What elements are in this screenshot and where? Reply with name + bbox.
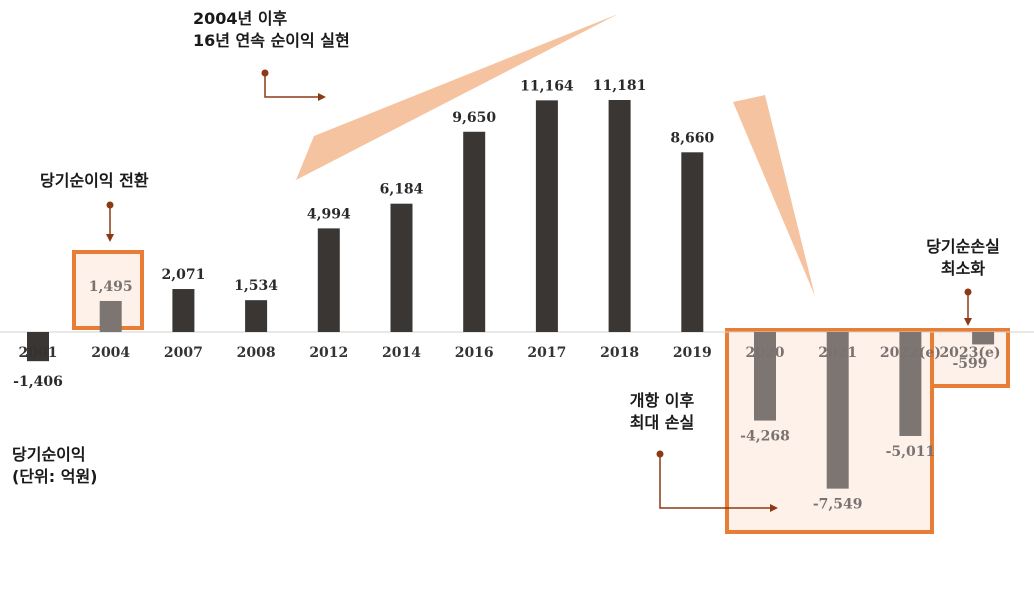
bar-2017 xyxy=(535,100,558,332)
arrow-max-loss-dot xyxy=(656,450,664,458)
x-tick-2016: 2016 xyxy=(455,345,494,361)
bar-2023(e) xyxy=(972,332,995,345)
x-tick-2004: 2004 xyxy=(91,345,130,361)
bar-2007 xyxy=(172,289,195,332)
x-tick-2001: 2001 xyxy=(19,345,58,361)
x-tick-2014: 2014 xyxy=(382,345,421,361)
x-tick-2017: 2017 xyxy=(527,345,566,361)
value-label-2008: 1,534 xyxy=(234,278,278,294)
x-tick-2020: 2020 xyxy=(746,345,785,361)
value-label-2022(e): -5,011 xyxy=(886,444,936,460)
y-axis-label: 당기순이익 (단위: 억원) xyxy=(12,445,98,486)
highlight-box-2023 xyxy=(930,328,1010,388)
x-tick-2023(e): 2023(e) xyxy=(939,345,1000,361)
bar-2016 xyxy=(463,131,486,332)
bar-2019 xyxy=(681,152,704,332)
bar-2012 xyxy=(317,228,340,332)
annotation-max-loss: 개항 이후 최대 손실 xyxy=(629,391,695,432)
arrow-turnaround-dot xyxy=(106,201,114,209)
x-tick-2022(e): 2022(e) xyxy=(880,345,941,361)
annotation-turnaround: 당기순이익 전환 xyxy=(40,171,149,190)
arrow-max-loss xyxy=(659,454,770,509)
arrow-max-loss-head xyxy=(770,504,778,512)
bar-2014 xyxy=(390,203,413,332)
arrow-turnaround-head xyxy=(106,234,114,242)
value-label-2021: -7,549 xyxy=(813,497,863,513)
bar-2018 xyxy=(608,100,631,332)
x-tick-2008: 2008 xyxy=(237,345,276,361)
value-label-2019: 8,660 xyxy=(670,130,714,146)
value-label-2004: 1,495 xyxy=(89,279,133,295)
x-tick-2021: 2021 xyxy=(818,345,857,361)
value-label-2007: 2,071 xyxy=(161,267,205,283)
x-tick-2012: 2012 xyxy=(309,345,348,361)
arrow-min-loss-head xyxy=(964,318,972,326)
annotation-min-loss: 당기순손실 최소화 xyxy=(926,237,1000,278)
bar-2008 xyxy=(245,300,268,332)
x-tick-2019: 2019 xyxy=(673,345,712,361)
value-label-2001: -1,406 xyxy=(13,374,63,390)
value-label-2012: 4,994 xyxy=(307,206,351,222)
bar-2004 xyxy=(99,300,122,332)
bar-2001 xyxy=(27,332,49,362)
arrow-min-loss-dot xyxy=(964,288,972,296)
arrow-since-2004 xyxy=(264,73,318,98)
value-label-2020: -4,268 xyxy=(740,429,790,445)
bar-2021 xyxy=(826,332,849,489)
value-label-2018: 11,181 xyxy=(593,78,647,94)
bar-2022(e) xyxy=(899,332,922,436)
x-tick-2007: 2007 xyxy=(164,345,203,361)
callout-wedge-growth xyxy=(296,14,618,180)
x-tick-2018: 2018 xyxy=(600,345,639,361)
annotation-since-2004: 2004년 이후 16년 연속 순이익 실현 xyxy=(193,9,350,50)
callout-wedge-loss xyxy=(733,95,815,296)
value-label-2014: 6,184 xyxy=(380,182,424,198)
value-label-2016: 9,650 xyxy=(452,110,496,126)
bar-2020 xyxy=(754,332,776,421)
arrow-since-2004-head xyxy=(318,93,326,101)
arrow-since-2004-dot xyxy=(261,69,269,77)
value-label-2023(e): -599 xyxy=(952,356,987,372)
value-label-2017: 11,164 xyxy=(520,78,574,94)
